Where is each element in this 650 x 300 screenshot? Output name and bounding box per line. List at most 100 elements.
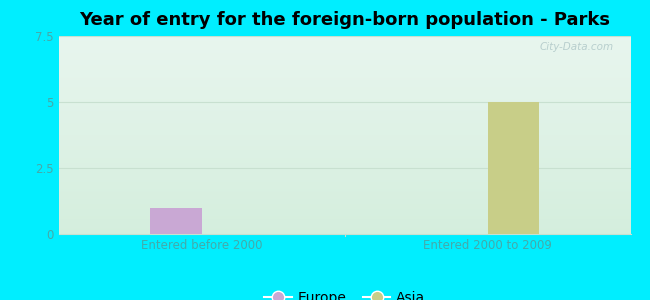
Bar	[58, 41, 630, 42]
Bar	[58, 199, 630, 200]
Bar	[58, 194, 630, 195]
Bar	[58, 99, 630, 100]
Bar	[58, 214, 630, 215]
Bar	[58, 58, 630, 59]
Bar	[58, 69, 630, 70]
Bar	[58, 73, 630, 74]
Bar	[58, 56, 630, 57]
Bar	[58, 127, 630, 128]
Bar	[58, 162, 630, 163]
Bar	[58, 229, 630, 230]
Bar	[58, 57, 630, 58]
Bar	[58, 166, 630, 167]
Bar	[58, 232, 630, 233]
Bar	[58, 86, 630, 88]
Bar	[58, 135, 630, 136]
Bar	[58, 74, 630, 75]
Bar	[58, 43, 630, 44]
Bar	[58, 93, 630, 94]
Bar	[58, 140, 630, 141]
Bar	[58, 72, 630, 73]
Bar	[58, 64, 630, 65]
Bar	[58, 124, 630, 125]
Bar	[58, 78, 630, 79]
Bar	[58, 179, 630, 181]
Bar	[58, 150, 630, 151]
Legend: Europe, Asia: Europe, Asia	[258, 285, 431, 300]
Bar	[58, 144, 630, 145]
Bar	[58, 107, 630, 108]
Bar	[58, 153, 630, 154]
Bar	[150, 208, 202, 234]
Bar	[58, 158, 630, 159]
Bar	[58, 149, 630, 150]
Bar	[58, 217, 630, 218]
Bar	[58, 208, 630, 209]
Bar	[58, 138, 630, 139]
Bar	[58, 118, 630, 119]
Bar	[58, 196, 630, 197]
Bar	[58, 88, 630, 89]
Bar	[58, 190, 630, 191]
Bar	[58, 137, 630, 138]
Bar	[58, 50, 630, 51]
Bar	[58, 142, 630, 143]
Bar	[58, 181, 630, 182]
Bar	[58, 230, 630, 231]
Bar	[58, 184, 630, 185]
Bar	[58, 108, 630, 109]
Bar	[58, 75, 630, 76]
Bar	[58, 191, 630, 192]
Bar	[58, 114, 630, 115]
Title: Year of entry for the foreign-born population - Parks: Year of entry for the foreign-born popul…	[79, 11, 610, 29]
Bar	[58, 197, 630, 198]
Bar	[58, 228, 630, 229]
Bar	[58, 128, 630, 129]
Bar	[58, 224, 630, 225]
Bar	[58, 201, 630, 202]
Bar	[58, 37, 630, 38]
Bar	[58, 83, 630, 85]
Bar	[58, 113, 630, 114]
Bar	[58, 62, 630, 63]
Bar	[58, 115, 630, 116]
Bar	[58, 152, 630, 153]
Bar	[58, 177, 630, 178]
Bar	[58, 178, 630, 179]
Bar	[58, 147, 630, 148]
Bar	[58, 100, 630, 101]
Bar	[58, 185, 630, 187]
Bar	[58, 156, 630, 157]
Bar	[58, 65, 630, 66]
Bar	[58, 204, 630, 205]
Bar	[58, 96, 630, 98]
Bar	[58, 46, 630, 47]
Bar	[58, 36, 630, 37]
Bar	[58, 110, 630, 111]
Bar	[58, 104, 630, 105]
Bar	[58, 103, 630, 104]
Bar	[58, 85, 630, 86]
Bar	[58, 44, 630, 45]
Bar	[58, 92, 630, 93]
Bar	[58, 40, 630, 41]
Bar	[58, 52, 630, 53]
Bar	[58, 227, 630, 228]
Bar	[58, 203, 630, 204]
Bar	[58, 123, 630, 124]
Bar	[58, 163, 630, 164]
Bar	[58, 120, 630, 121]
Bar	[58, 106, 630, 107]
Bar	[58, 167, 630, 168]
Bar	[58, 212, 630, 213]
Bar	[58, 141, 630, 142]
Bar	[58, 205, 630, 206]
Bar	[58, 157, 630, 158]
Bar	[58, 55, 630, 56]
Bar	[58, 111, 630, 112]
Bar	[58, 109, 630, 110]
Bar	[58, 102, 630, 103]
Bar	[58, 122, 630, 123]
Bar	[58, 101, 630, 102]
Bar	[58, 49, 630, 50]
